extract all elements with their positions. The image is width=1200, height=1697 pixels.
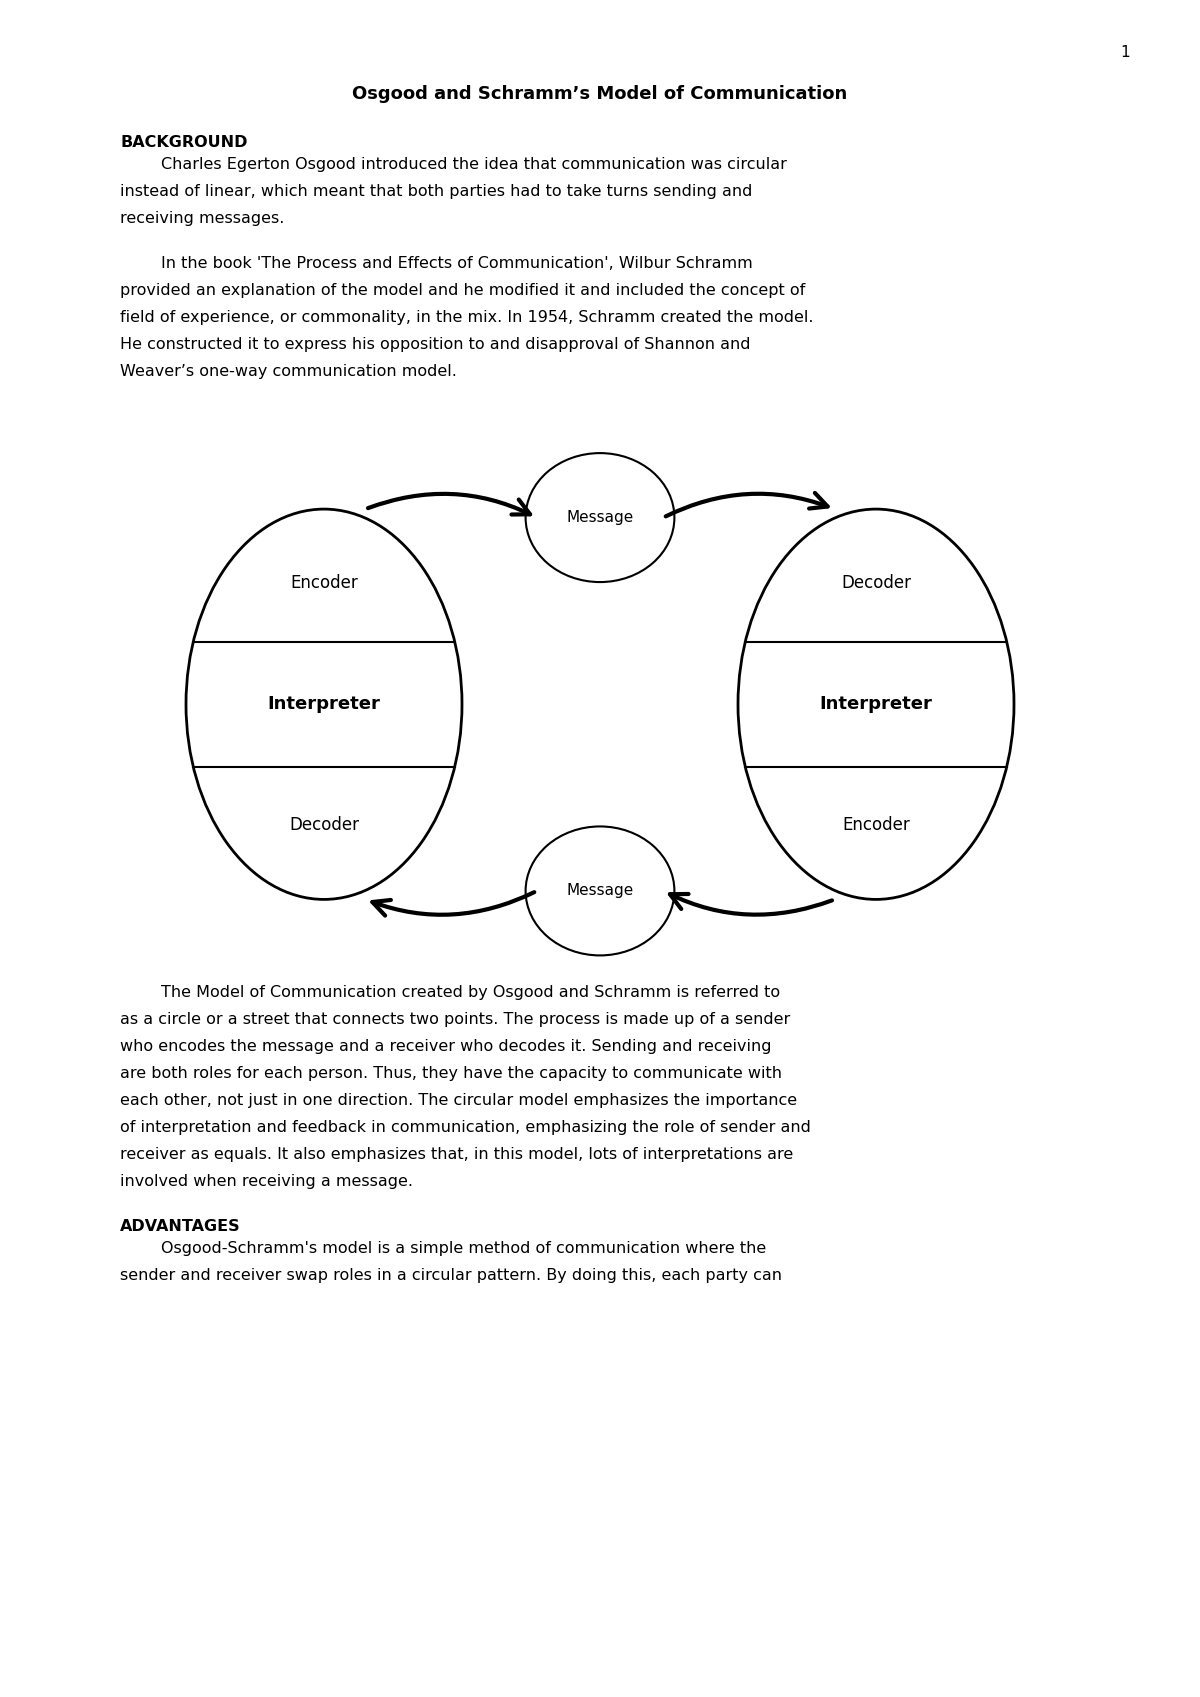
Text: are both roles for each person. Thus, they have the capacity to communicate with: are both roles for each person. Thus, th… <box>120 1066 782 1081</box>
Text: In the book 'The Process and Effects of Communication', Wilbur Schramm: In the book 'The Process and Effects of … <box>120 256 752 272</box>
Text: Message: Message <box>566 884 634 898</box>
Text: involved when receiving a message.: involved when receiving a message. <box>120 1174 413 1190</box>
Text: provided an explanation of the model and he modified it and included the concept: provided an explanation of the model and… <box>120 283 805 299</box>
Text: The Model of Communication created by Osgood and Schramm is referred to: The Model of Communication created by Os… <box>120 986 780 1001</box>
Text: who encodes the message and a receiver who decodes it. Sending and receiving: who encodes the message and a receiver w… <box>120 1039 772 1054</box>
Text: instead of linear, which meant that both parties had to take turns sending and: instead of linear, which meant that both… <box>120 183 752 199</box>
Text: Encoder: Encoder <box>290 574 358 592</box>
Text: receiving messages.: receiving messages. <box>120 210 284 226</box>
Ellipse shape <box>738 509 1014 899</box>
Text: each other, not just in one direction. The circular model emphasizes the importa: each other, not just in one direction. T… <box>120 1093 797 1108</box>
Text: Weaver’s one-way communication model.: Weaver’s one-way communication model. <box>120 363 457 378</box>
Ellipse shape <box>526 826 674 955</box>
Text: 1: 1 <box>1121 46 1130 59</box>
Text: ADVANTAGES: ADVANTAGES <box>120 1220 241 1234</box>
Ellipse shape <box>186 509 462 899</box>
Text: Decoder: Decoder <box>289 816 359 835</box>
Text: He constructed it to express his opposition to and disapproval of Shannon and: He constructed it to express his opposit… <box>120 338 750 351</box>
Text: as a circle or a street that connects two points. The process is made up of a se: as a circle or a street that connects tw… <box>120 1013 791 1027</box>
Text: Osgood and Schramm’s Model of Communication: Osgood and Schramm’s Model of Communicat… <box>353 85 847 104</box>
Text: Decoder: Decoder <box>841 574 911 592</box>
Ellipse shape <box>526 453 674 582</box>
Text: Message: Message <box>566 511 634 524</box>
Text: Interpreter: Interpreter <box>820 696 932 713</box>
Text: of interpretation and feedback in communication, emphasizing the role of sender : of interpretation and feedback in commun… <box>120 1120 811 1135</box>
Text: sender and receiver swap roles in a circular pattern. By doing this, each party : sender and receiver swap roles in a circ… <box>120 1268 782 1283</box>
Text: Osgood-Schramm's model is a simple method of communication where the: Osgood-Schramm's model is a simple metho… <box>120 1242 767 1256</box>
Text: receiver as equals. It also emphasizes that, in this model, lots of interpretati: receiver as equals. It also emphasizes t… <box>120 1147 793 1162</box>
Text: BACKGROUND: BACKGROUND <box>120 136 247 149</box>
Text: Charles Egerton Osgood introduced the idea that communication was circular: Charles Egerton Osgood introduced the id… <box>120 158 787 171</box>
Text: Interpreter: Interpreter <box>268 696 380 713</box>
Text: field of experience, or commonality, in the mix. In 1954, Schramm created the mo: field of experience, or commonality, in … <box>120 311 814 326</box>
Text: Encoder: Encoder <box>842 816 910 835</box>
